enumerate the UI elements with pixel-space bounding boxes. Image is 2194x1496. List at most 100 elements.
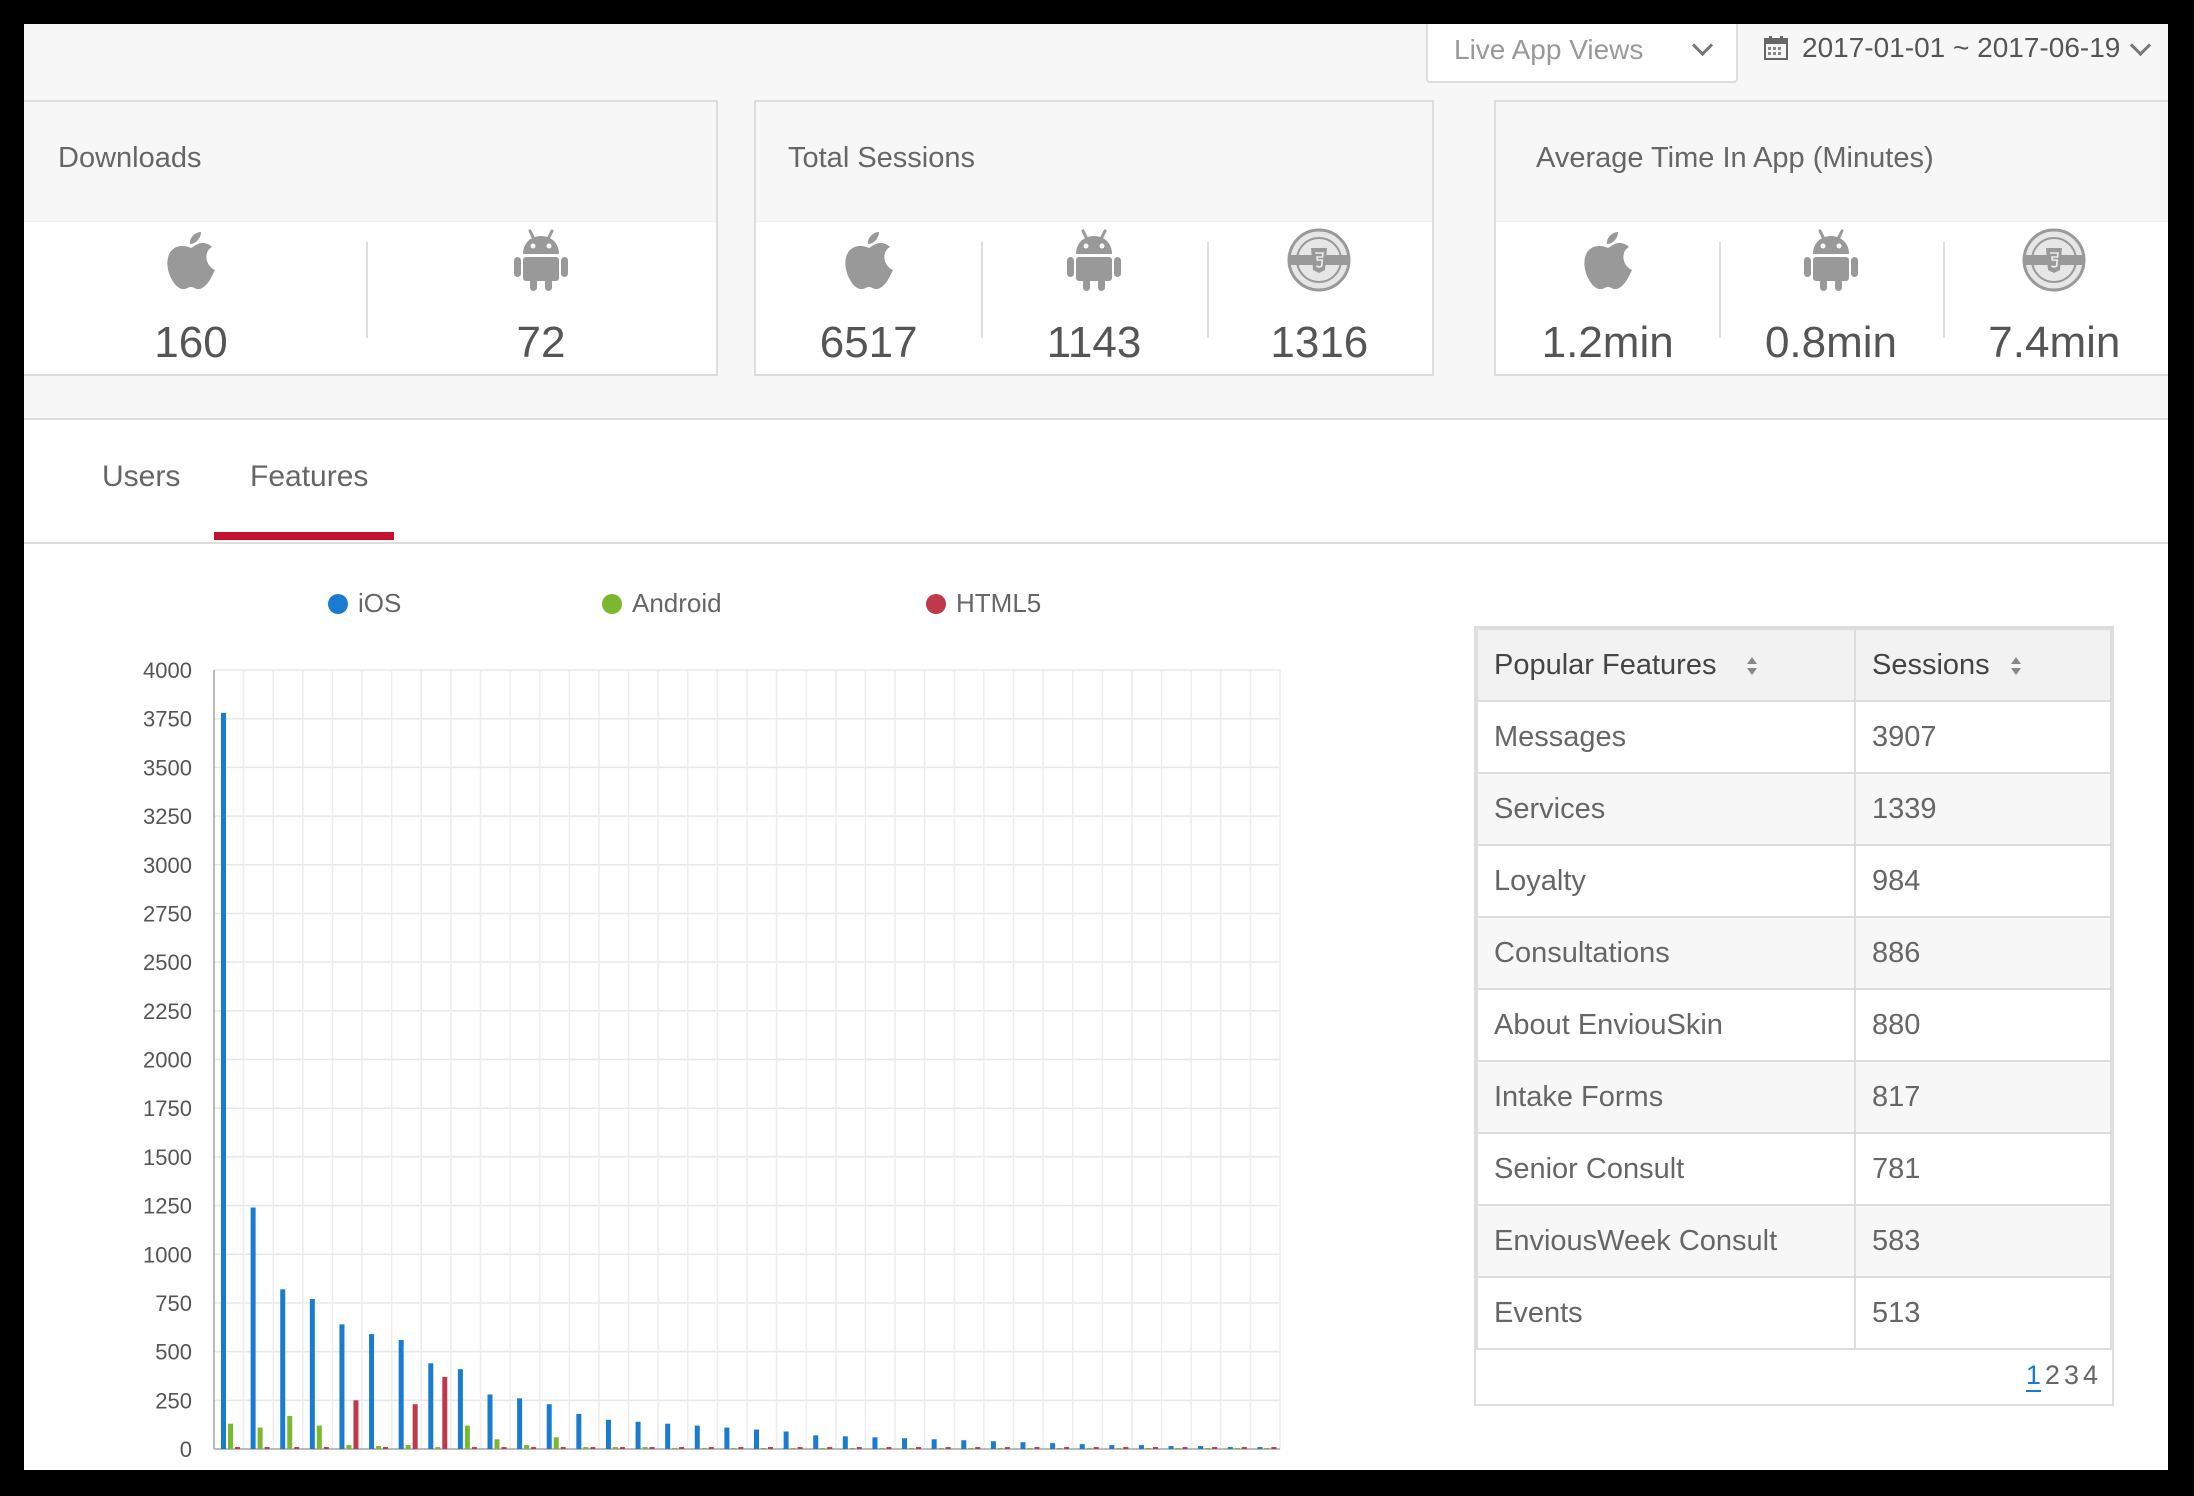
bar-ios — [990, 1441, 996, 1449]
bar-html5 — [619, 1447, 625, 1449]
bar-android — [1057, 1448, 1063, 1450]
y-tick-label: 2000 — [143, 1048, 192, 1073]
metric-value: 6517 — [819, 318, 918, 367]
bar-android — [909, 1448, 915, 1450]
bar-html5 — [1123, 1447, 1129, 1449]
bar-ios — [1227, 1447, 1233, 1449]
date-range-value: 2017-01-01 ~ 2017-06-19 — [1802, 32, 2121, 63]
card-title: Total Sessions — [756, 102, 1432, 222]
feature-name-cell: Senior Consult — [1476, 1132, 1856, 1206]
bar-html5 — [886, 1447, 892, 1449]
bar-html5 — [1212, 1447, 1218, 1449]
bar-html5 — [945, 1447, 951, 1449]
active-tab-indicator — [214, 532, 394, 540]
view-select-dropdown[interactable]: Live App Views — [1426, 24, 1738, 83]
card-title: Average Time In App (Minutes) — [1496, 102, 2168, 222]
card-title: Downloads — [24, 102, 716, 222]
bar-android — [464, 1425, 470, 1449]
feature-name-cell: Services — [1476, 772, 1856, 846]
y-tick-label: 3000 — [143, 853, 192, 878]
sessions-cell: 3907 — [1854, 700, 2112, 774]
metric-android: 0.8min — [1719, 222, 1942, 374]
bar-html5 — [1004, 1447, 1010, 1449]
legend-android[interactable]: Android — [602, 588, 722, 619]
bar-android — [879, 1448, 885, 1450]
column-header-feature[interactable]: Popular Features — [1476, 628, 1856, 702]
bar-android — [257, 1427, 263, 1449]
bar-html5 — [323, 1447, 329, 1449]
bar-html5 — [797, 1447, 803, 1449]
total-sessions-card: Total Sessions 6517 1143 1316 — [754, 100, 1434, 376]
column-header-sessions[interactable]: Sessions — [1854, 628, 2112, 702]
bar-html5 — [560, 1447, 566, 1449]
bar-ios — [1198, 1446, 1204, 1449]
bar-html5 — [383, 1447, 389, 1449]
page-link-3[interactable]: 3 — [2063, 1360, 2079, 1390]
bar-android — [731, 1448, 737, 1450]
metric-value: 0.8min — [1764, 318, 1898, 367]
page-link-1[interactable]: 1 — [2025, 1360, 2041, 1392]
bar-html5 — [975, 1447, 981, 1449]
page-link-4[interactable]: 4 — [2082, 1360, 2098, 1390]
chevron-down-icon — [1691, 34, 1714, 57]
metric-html5: 7.4min — [1942, 222, 2166, 374]
column-header-label: Popular Features — [1494, 648, 1717, 681]
metric-html5: 1316 — [1206, 222, 1432, 374]
bar-android — [1264, 1448, 1270, 1450]
bar-android — [642, 1447, 648, 1449]
tab-users[interactable]: Users — [102, 460, 181, 493]
bar-android — [228, 1423, 233, 1449]
date-range-picker[interactable]: 2017-01-01 ~ 2017-06-19 — [1754, 24, 2168, 83]
features-panel: Users Features iOS Android HTML5 0 250 500… — [24, 418, 2168, 1470]
page-link-2[interactable]: 2 — [2044, 1360, 2060, 1390]
bar-ios — [1050, 1443, 1056, 1449]
bar-ios — [931, 1439, 937, 1449]
column-header-label: Sessions — [1872, 648, 1990, 681]
bar-html5 — [856, 1447, 862, 1449]
android-icon — [513, 228, 569, 297]
bar-android — [1175, 1448, 1181, 1450]
html5-badge-icon — [2022, 228, 2086, 297]
bar-android — [376, 1446, 382, 1449]
sessions-cell: 817 — [1854, 1060, 2112, 1134]
bar-android — [672, 1448, 678, 1450]
y-tick-label: 2500 — [143, 950, 192, 975]
bar-android — [790, 1448, 796, 1450]
y-tick-label: 3500 — [143, 755, 192, 780]
sessions-cell: 583 — [1854, 1204, 2112, 1278]
sort-icon — [2011, 657, 2021, 675]
metric-android: 1143 — [981, 222, 1206, 374]
bar-android — [1027, 1448, 1033, 1450]
bar-html5 — [1241, 1447, 1247, 1449]
y-tick-label: 3250 — [143, 804, 192, 829]
legend-label: Android — [632, 588, 722, 618]
bar-html5 — [264, 1447, 270, 1449]
bar-ios — [872, 1437, 878, 1449]
metric-value: 1316 — [1270, 318, 1369, 367]
bar-html5 — [353, 1400, 359, 1449]
legend-dot — [602, 594, 622, 614]
legend-ios[interactable]: iOS — [328, 588, 401, 619]
apple-icon — [163, 228, 219, 297]
table-row: Senior Consult 781 — [1476, 1132, 2112, 1206]
feature-name-cell: Intake Forms — [1476, 1060, 1856, 1134]
bar-ios — [369, 1334, 375, 1449]
legend-html5[interactable]: HTML5 — [926, 588, 1041, 619]
bar-ios — [754, 1429, 759, 1449]
metric-value: 7.4min — [1988, 318, 2121, 367]
calendar-icon — [1764, 36, 1788, 60]
popular-features-table: Popular Features Sessions Messages 3907 Se… — [1474, 626, 2114, 1406]
sessions-cell: 1339 — [1854, 772, 2112, 846]
bar-ios — [546, 1404, 552, 1449]
table-row: Intake Forms 817 — [1476, 1060, 2112, 1134]
bar-ios — [783, 1431, 789, 1449]
y-tick-label: 250 — [155, 1388, 192, 1413]
tab-features[interactable]: Features — [250, 460, 369, 493]
tab-bar: Users Features — [24, 420, 2168, 544]
metric-ios: 160 — [24, 222, 366, 374]
bar-html5 — [768, 1447, 773, 1449]
bar-android — [849, 1448, 855, 1450]
table-row: About EnviouSkin 880 — [1476, 988, 2112, 1062]
bar-html5 — [1182, 1447, 1188, 1449]
y-tick-label: 4000 — [143, 660, 192, 683]
